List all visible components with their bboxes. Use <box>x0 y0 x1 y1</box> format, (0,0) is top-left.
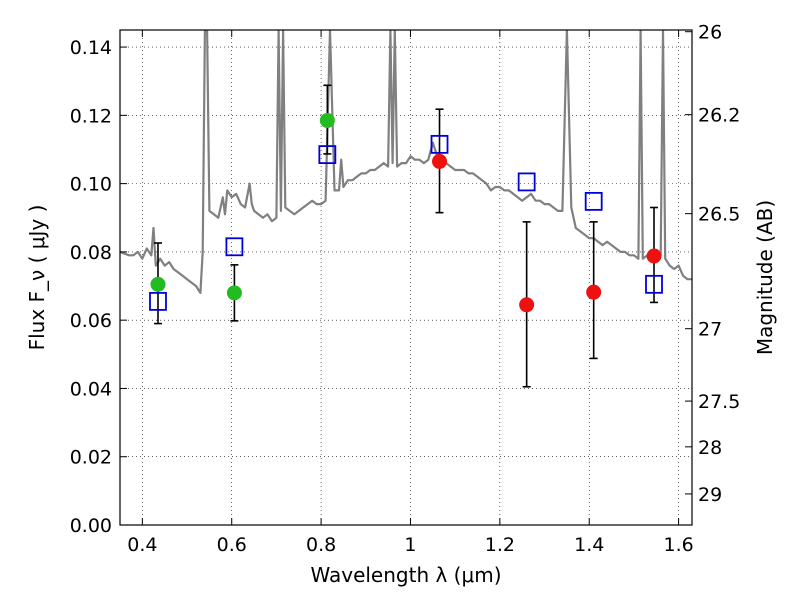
x-tick-label: 1.6 <box>663 534 693 556</box>
y2-tick-label: 26 <box>698 22 722 44</box>
model-spectrum <box>120 30 692 294</box>
y2-tick-label: 27 <box>698 319 722 341</box>
y-tick-label: 0.14 <box>70 37 112 59</box>
observed-point-red <box>519 297 535 313</box>
y-tick-label: 0.10 <box>70 174 112 196</box>
x-tick-label: 1.2 <box>485 534 515 556</box>
x-tick-label: 0.4 <box>127 534 157 556</box>
y2-tick-label: 28 <box>698 437 722 459</box>
x-tick-label: 0.6 <box>217 534 247 556</box>
observed-point-red <box>432 153 448 169</box>
photometry-points <box>149 84 663 388</box>
y2-tick-label: 29 <box>698 484 722 506</box>
observed-point-red <box>586 284 602 300</box>
y2-tick-label: 26.5 <box>698 204 740 226</box>
y2-tick-label: 27.5 <box>698 391 740 413</box>
y-tick-label: 0.12 <box>70 105 112 127</box>
model-point-square <box>225 237 244 257</box>
model-point-square <box>584 191 603 211</box>
x-tick-label: 0.8 <box>306 534 336 556</box>
observed-point-green <box>319 112 335 128</box>
model-point-square <box>430 134 449 154</box>
y2-axis-label: Magnitude (AB) <box>753 200 777 355</box>
x-tick-label: 1 <box>404 534 416 556</box>
plot-frame <box>119 29 693 526</box>
y-tick-label: 0.02 <box>70 447 112 469</box>
model-point-square <box>517 172 536 192</box>
observed-point-green <box>150 276 166 292</box>
y-axis-label: Flux F_ν ( μJy ) <box>25 205 49 351</box>
observed-point-red <box>646 248 662 264</box>
axis-ticks: 0.4 0.6 0.8 1 1.2 1.4 1.6 0.00 0.02 0.04 0.06 0.08 0… <box>70 22 741 556</box>
y-tick-label: 0.00 <box>70 515 112 537</box>
observed-point-green <box>226 285 242 301</box>
y-tick-label: 0.06 <box>70 310 112 332</box>
y-tick-label: 0.08 <box>70 242 112 264</box>
model-point-square <box>645 274 663 294</box>
model-point-square <box>149 291 167 311</box>
y-tick-label: 0.04 <box>70 378 112 400</box>
y2-tick-label: 26.2 <box>698 105 740 127</box>
grid <box>120 30 692 525</box>
x-axis-label: Wavelength λ (μm) <box>310 563 501 587</box>
x-tick-label: 1.4 <box>574 534 604 556</box>
model-point-square <box>318 145 337 165</box>
model-spectrum-line <box>120 30 692 294</box>
